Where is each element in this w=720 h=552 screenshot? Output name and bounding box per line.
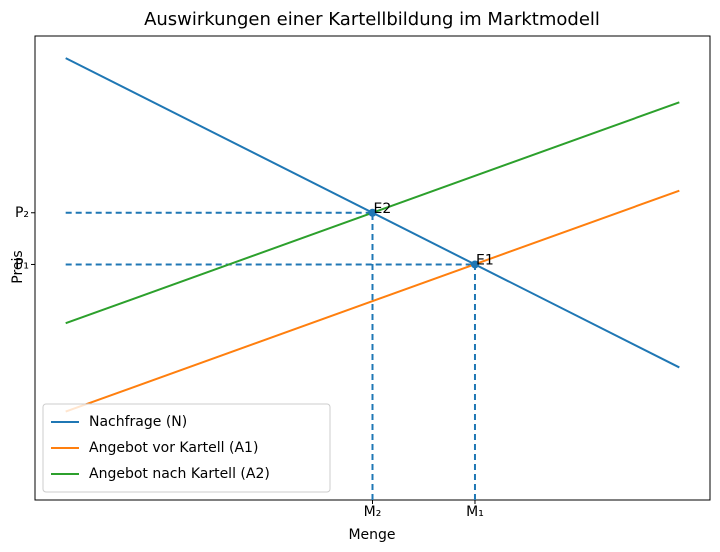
y-tick-label: P₁ [15, 256, 29, 272]
legend-box [42, 403, 331, 493]
x-tick-label: M₂ [364, 504, 382, 520]
point-label: E2 [374, 201, 392, 217]
equilibrium-point [470, 260, 479, 269]
legend-label: Angebot nach Kartell (A2) [89, 466, 270, 482]
y-tick-label: P₂ [15, 205, 29, 221]
equilibrium-point [368, 208, 377, 217]
x-axis-label: Menge [348, 527, 395, 543]
legend-label: Angebot vor Kartell (A1) [89, 440, 258, 456]
series-line [65, 189, 680, 413]
point-label: E1 [476, 252, 494, 268]
x-tick-label: M₁ [466, 504, 484, 520]
legend-label: Nachfrage (N) [89, 414, 187, 430]
chart-title: Auswirkungen einer Kartellbildung im Mar… [144, 9, 600, 30]
y-axis-label: Preis [10, 250, 26, 283]
